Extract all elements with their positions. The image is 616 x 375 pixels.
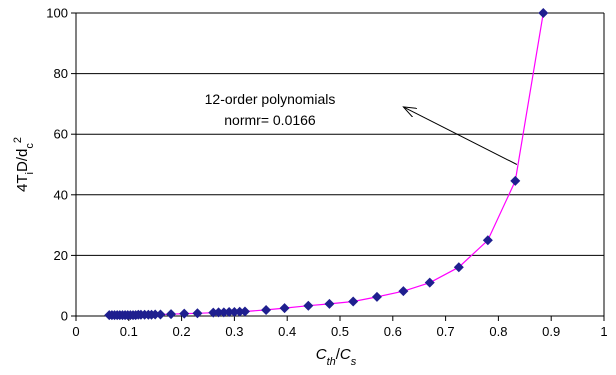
data-point [224,307,235,318]
data-points [104,8,549,321]
y-tick-label: 20 [54,248,68,263]
x-axis-label: Cth/Cs [316,346,357,368]
axis-label-part: 4T [14,174,31,192]
y-tick-label: 40 [54,187,68,202]
axis-label-part: 2 [12,137,24,143]
data-point [192,308,203,319]
axis-label-part: C [340,346,351,363]
y-axis-label: 4TiD/dc2 [12,137,36,192]
data-point [371,291,382,302]
annotation: 12-order polynomials normr= 0.0166 [205,91,518,165]
y-tick-label: 100 [46,6,68,21]
data-point [166,309,177,320]
series-line-0 [109,12,544,316]
axes [71,12,605,321]
data-point [538,8,549,18]
data-point [510,175,521,186]
x-tick-label: 0.8 [489,324,507,339]
data-point [150,309,161,320]
x-tick-label: 0.9 [542,324,560,339]
axis-label-part: C [316,346,327,363]
axis-label-part: c [24,143,36,149]
data-point [213,307,224,318]
axis-label-part: i [24,172,36,174]
y-tick-label: 60 [54,127,68,142]
data-point [179,308,190,319]
x-tick-label: 0.5 [331,324,349,339]
data-point [303,300,314,311]
y-tick-label: 80 [54,66,68,81]
annotation-line-2: normr= 0.0166 [224,112,316,128]
x-tick-label: 0.4 [278,324,296,339]
x-tick-label: 0 [72,324,79,339]
x-tick-label: 0.3 [225,324,243,339]
data-point [424,277,435,288]
axis-label-part: th [327,356,336,368]
data-point [324,298,335,309]
x-tick-label: 0.2 [173,324,191,339]
data-point [398,286,409,297]
data-point [261,304,272,315]
axis-label-part: s [351,356,357,368]
data-point [348,296,359,307]
data-point [279,303,290,314]
data-point [482,235,493,246]
data-point [453,262,464,273]
y-tick-label: 0 [61,309,68,324]
x-tick-label: 1 [600,324,607,339]
axis-label-part: D/d [14,149,31,172]
x-tick-label: 0.6 [384,324,402,339]
x-tick-label: 0.1 [120,324,138,339]
tick-labels: 0 0.1 0.2 0.3 0.4 0.5 0.6 0.7 0.8 0.9 1 0 20 40 60 80 10… [46,6,607,340]
x-tick-label: 0.7 [437,324,455,339]
data-point [239,306,250,317]
annotation-line-1: 12-order polynomials [205,91,336,107]
fit-curve [109,12,544,316]
annotation-arrow [403,107,518,165]
data-point [155,309,166,320]
axis-label-part: / [336,346,341,363]
gridlines [76,12,604,317]
